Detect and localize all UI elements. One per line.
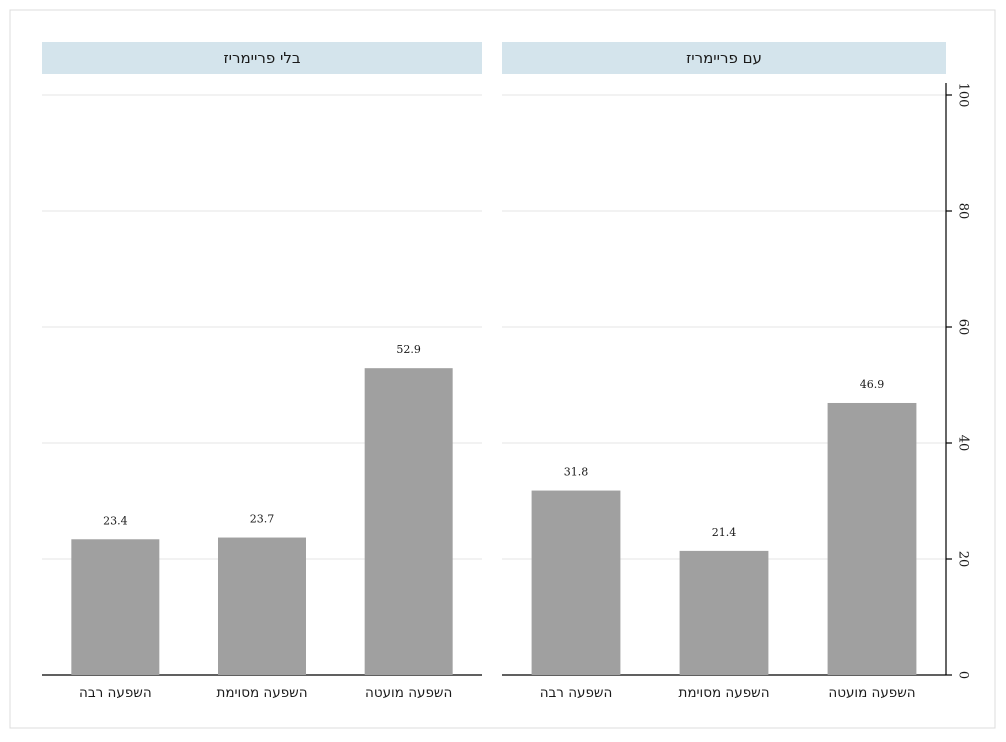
panel-title: בלי פריימריז	[223, 49, 300, 67]
outer-border	[9, 9, 996, 729]
data-label: 23.4	[103, 514, 128, 527]
bar	[364, 368, 453, 675]
y-tick-label: 20	[955, 551, 970, 568]
data-label: 52.9	[396, 343, 421, 356]
bar	[71, 539, 160, 675]
y-tick-label: 100	[955, 83, 970, 108]
category-label: השפעה מסוימת	[678, 685, 769, 701]
labels-layer: 23.4 השפעה רבה 23.7 השפעה מסוימת 52.9 השפעה מ…	[79, 343, 916, 701]
y-axis: 0 20 40 60 80 100	[945, 83, 970, 679]
y-tick-label: 0	[955, 671, 970, 679]
data-label: 31.8	[564, 466, 589, 479]
bar	[531, 490, 621, 675]
category-label: השפעה מועטה	[828, 685, 915, 701]
data-label: 23.7	[250, 513, 275, 526]
bar	[827, 402, 917, 675]
bar	[679, 550, 769, 675]
y-tick-label: 80	[955, 203, 970, 220]
bars-layer	[71, 368, 917, 675]
category-label: השפעה מסוימת	[216, 685, 307, 701]
panel-headers: בלי פריימריז עם פריימריז	[42, 42, 946, 74]
grid-layer	[42, 94, 946, 676]
panel-header-bg	[502, 42, 946, 74]
data-label: 21.4	[712, 526, 737, 539]
category-label: השפעה רבה	[540, 685, 613, 701]
data-label: 46.9	[860, 378, 885, 391]
y-tick-label: 60	[955, 319, 970, 336]
category-label: השפעה רבה	[79, 685, 152, 701]
panel-title: עם פריימריז	[686, 49, 762, 67]
y-tick-label: 40	[955, 435, 970, 452]
panel-header-bg	[42, 42, 482, 74]
category-label: השפעה מועטה	[365, 685, 452, 701]
bar	[218, 537, 306, 675]
